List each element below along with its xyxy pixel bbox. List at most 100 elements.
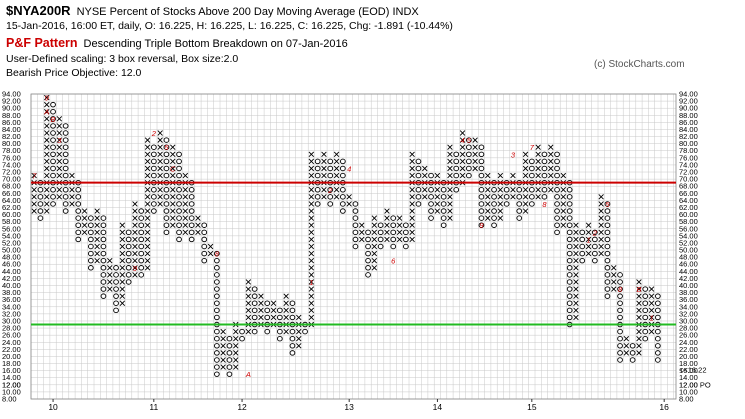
x-mark-stroke: [170, 208, 176, 214]
y-tick-label-left: 10.00: [2, 387, 21, 396]
x-mark: [182, 201, 189, 207]
o-mark: [428, 201, 434, 207]
x-mark: [548, 151, 554, 158]
x-mark-stroke: [157, 151, 163, 158]
o-mark: [478, 201, 485, 207]
o-mark: [37, 208, 44, 214]
x-mark: [648, 328, 655, 335]
x-mark-stroke: [598, 194, 604, 200]
o-mark: [478, 165, 485, 172]
o-mark: [529, 165, 535, 172]
x-mark-stroke: [119, 257, 126, 264]
x-mark-stroke: [585, 243, 592, 250]
x-mark: [598, 229, 604, 236]
x-mark-stroke: [485, 194, 491, 200]
o-mark: [566, 187, 573, 193]
x-mark: [157, 187, 163, 193]
y-tick-label-left: 48.00: [2, 253, 21, 262]
x-mark: [182, 194, 189, 200]
y-tick-label-left: 72.00: [2, 168, 21, 177]
x-mark: [94, 229, 100, 236]
x-mark-stroke: [308, 158, 315, 165]
o-mark: [566, 307, 573, 314]
x-mark: [308, 293, 315, 299]
x-mark: [333, 165, 340, 172]
x-mark: [132, 222, 138, 228]
x-mark: [69, 187, 75, 193]
x-mark: [170, 201, 176, 207]
x-mark-stroke: [44, 172, 50, 179]
o-mark: [327, 172, 334, 179]
o-mark: [214, 307, 220, 314]
x-mark: [485, 172, 491, 179]
x-mark: [548, 144, 554, 150]
y-tick-label-left: 34.00: [2, 302, 21, 311]
x-mark: [459, 172, 466, 179]
x-mark-stroke: [459, 130, 466, 136]
o-mark: [403, 236, 409, 243]
x-mark: [598, 236, 604, 243]
x-mark-stroke: [321, 194, 327, 200]
o-mark: [214, 250, 220, 257]
x-mark-stroke: [522, 194, 529, 200]
o-mark: [642, 335, 649, 342]
x-mark: [270, 314, 277, 321]
mark-layer: [31, 94, 661, 377]
plot-frame: [30, 93, 677, 400]
o-mark: [62, 137, 69, 143]
x-mark-stroke: [333, 165, 340, 172]
x-mark-stroke: [434, 201, 441, 207]
x-mark: [472, 158, 478, 165]
x-mark-stroke: [321, 165, 327, 172]
x-mark: [573, 257, 579, 264]
x-mark-stroke: [560, 215, 567, 221]
y-tick-label-left: 14.00: [2, 373, 21, 382]
x-mark: [497, 215, 504, 221]
x-mark-stroke: [245, 286, 252, 292]
x-mark: [119, 250, 126, 257]
x-mark: [258, 300, 264, 306]
o-mark: [516, 201, 523, 207]
o-mark: [604, 272, 611, 278]
x-mark-stroke: [119, 293, 126, 299]
x-mark-stroke: [472, 165, 478, 172]
x-mark: [485, 187, 491, 193]
x-mark: [472, 165, 478, 172]
x-mark-stroke: [144, 172, 151, 179]
x-mark-stroke: [308, 265, 315, 271]
o-mark: [100, 243, 107, 250]
x-mark: [573, 265, 579, 271]
y-tick-label-left: 56.00: [2, 224, 21, 233]
o-mark: [62, 194, 69, 200]
x-mark: [447, 144, 453, 150]
x-mark: [132, 208, 138, 214]
x-mark: [296, 335, 302, 342]
x-mark: [31, 208, 37, 214]
o-mark: [188, 215, 195, 221]
x-mark-stroke: [598, 215, 604, 221]
x-mark: [598, 222, 604, 228]
x-mark: [409, 158, 415, 165]
o-mark: [516, 208, 523, 214]
y-tick-label-right: 88.00: [679, 111, 698, 120]
x-mark-stroke: [56, 151, 63, 158]
o-mark: [125, 243, 132, 250]
o-mark: [377, 236, 384, 243]
x-mark: [31, 194, 37, 200]
x-mark-stroke: [144, 215, 151, 221]
x-mark: [472, 151, 478, 158]
x-mark-stroke: [585, 229, 592, 236]
o-mark: [617, 279, 623, 285]
x-mark: [44, 116, 50, 122]
x-mark-stroke: [611, 272, 617, 278]
y-tick-label-left: 82.00: [2, 132, 21, 141]
x-mark: [182, 208, 189, 214]
x-mark: [56, 194, 63, 200]
x-mark: [409, 229, 415, 236]
o-mark: [100, 250, 107, 257]
o-mark: [617, 293, 623, 299]
year-label: 10: [48, 402, 58, 412]
month-marker: 5: [605, 200, 610, 209]
scaling-line: User-Defined scaling: 3 box reversal, Bo…: [6, 53, 239, 65]
x-mark-stroke: [56, 130, 63, 136]
